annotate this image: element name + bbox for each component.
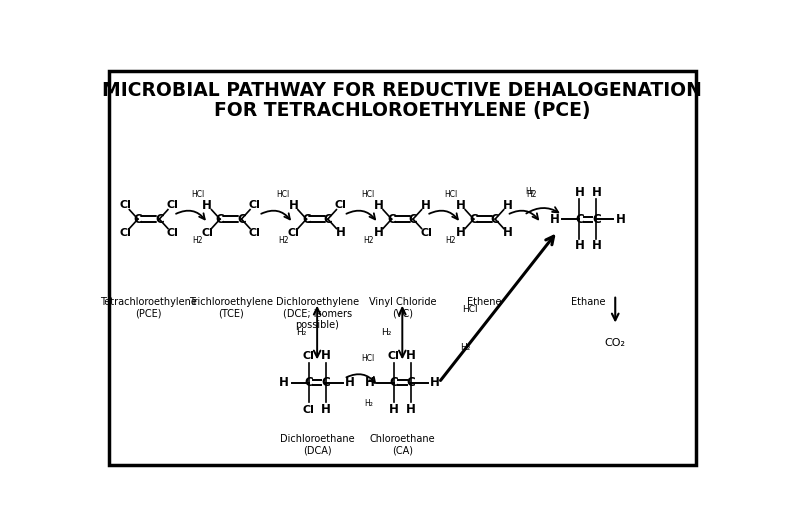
- Text: HCl: HCl: [362, 190, 375, 199]
- Text: H: H: [279, 376, 289, 389]
- Text: C: C: [409, 212, 418, 226]
- Text: Cl: Cl: [249, 228, 261, 238]
- Text: H: H: [364, 376, 374, 389]
- Text: H: H: [591, 239, 601, 252]
- Text: H: H: [430, 376, 440, 389]
- Text: H₂: H₂: [381, 328, 392, 337]
- Text: CO₂: CO₂: [604, 338, 626, 348]
- Text: C: C: [321, 376, 330, 389]
- Text: H: H: [503, 226, 513, 239]
- Text: Vinyl Chloride
(VC): Vinyl Chloride (VC): [369, 297, 436, 319]
- Text: H2: H2: [446, 236, 456, 245]
- FancyArrowPatch shape: [346, 374, 375, 383]
- Text: Cl: Cl: [420, 228, 432, 238]
- Text: Cl: Cl: [388, 350, 400, 361]
- Text: H₂: H₂: [296, 328, 306, 337]
- Text: Chloroethane
(CA): Chloroethane (CA): [370, 434, 435, 456]
- Text: H2: H2: [192, 236, 203, 245]
- Text: H: H: [406, 403, 416, 416]
- Text: HCl: HCl: [462, 305, 477, 313]
- Text: C: C: [575, 212, 584, 226]
- Text: H: H: [289, 199, 298, 212]
- Text: Cl: Cl: [303, 405, 315, 415]
- Text: H: H: [575, 186, 584, 200]
- Text: H₂: H₂: [460, 344, 470, 353]
- Text: H: H: [374, 226, 384, 239]
- Text: H2: H2: [363, 236, 374, 245]
- Text: Cl: Cl: [166, 200, 178, 210]
- Text: H₂: H₂: [526, 187, 535, 196]
- Text: Ethene: Ethene: [467, 297, 502, 307]
- Text: Cl: Cl: [335, 200, 347, 210]
- Text: Cl: Cl: [287, 228, 299, 238]
- Text: H: H: [389, 403, 399, 416]
- FancyArrowPatch shape: [176, 211, 205, 219]
- Text: H: H: [421, 199, 431, 212]
- Text: Cl: Cl: [303, 350, 315, 361]
- Text: H₂: H₂: [363, 399, 373, 408]
- Text: H2: H2: [278, 236, 288, 245]
- FancyArrowPatch shape: [509, 211, 539, 219]
- FancyArrowPatch shape: [261, 211, 290, 219]
- Text: Dichloroethylene
(DCE; isomers
possible): Dichloroethylene (DCE; isomers possible): [276, 297, 359, 330]
- Text: C: C: [389, 376, 398, 389]
- Text: H: H: [550, 212, 560, 226]
- Text: H2: H2: [526, 190, 536, 199]
- Text: C: C: [407, 376, 415, 389]
- Text: HCl: HCl: [276, 190, 290, 199]
- Text: H: H: [345, 376, 355, 389]
- Text: Cl: Cl: [201, 228, 213, 238]
- Text: Cl: Cl: [119, 200, 131, 210]
- Text: C: C: [469, 212, 478, 226]
- Text: H: H: [503, 199, 513, 212]
- Text: C: C: [387, 212, 396, 226]
- Text: Cl: Cl: [166, 228, 178, 238]
- Text: MICROBIAL PATHWAY FOR REDUCTIVE DEHALOGENATION: MICROBIAL PATHWAY FOR REDUCTIVE DEHALOGE…: [102, 81, 703, 100]
- Text: C: C: [491, 212, 499, 226]
- FancyArrowPatch shape: [526, 207, 558, 213]
- Text: H: H: [203, 199, 212, 212]
- FancyArrowPatch shape: [429, 211, 458, 219]
- Text: Cl: Cl: [119, 228, 131, 238]
- Text: Trichloroethylene
(TCE): Trichloroethylene (TCE): [188, 297, 272, 319]
- Text: Cl: Cl: [249, 200, 261, 210]
- Text: C: C: [133, 212, 142, 226]
- Text: C: C: [592, 212, 601, 226]
- Text: FOR TETRACHLOROETHYLENE (PCE): FOR TETRACHLOROETHYLENE (PCE): [214, 101, 590, 120]
- Text: C: C: [155, 212, 164, 226]
- Text: H: H: [615, 212, 626, 226]
- Text: H: H: [336, 226, 345, 239]
- Text: HCl: HCl: [192, 190, 205, 199]
- Text: C: C: [305, 376, 313, 389]
- Text: H: H: [575, 239, 584, 252]
- Text: Ethane: Ethane: [571, 297, 605, 307]
- Text: H: H: [321, 403, 330, 416]
- Text: C: C: [302, 212, 311, 226]
- Text: H: H: [456, 226, 466, 239]
- Text: H: H: [406, 349, 416, 362]
- Text: H: H: [591, 186, 601, 200]
- Text: Tetrachloroethylene
(PCE): Tetrachloroethylene (PCE): [100, 297, 197, 319]
- Text: Dichloroethane
(DCA): Dichloroethane (DCA): [279, 434, 355, 456]
- Text: HCl: HCl: [362, 354, 375, 363]
- Text: H: H: [456, 199, 466, 212]
- Text: H: H: [321, 349, 330, 362]
- Text: H: H: [374, 199, 384, 212]
- Text: HCl: HCl: [444, 190, 458, 199]
- Text: C: C: [237, 212, 246, 226]
- Text: C: C: [216, 212, 225, 226]
- FancyArrowPatch shape: [346, 211, 375, 219]
- Text: C: C: [323, 212, 332, 226]
